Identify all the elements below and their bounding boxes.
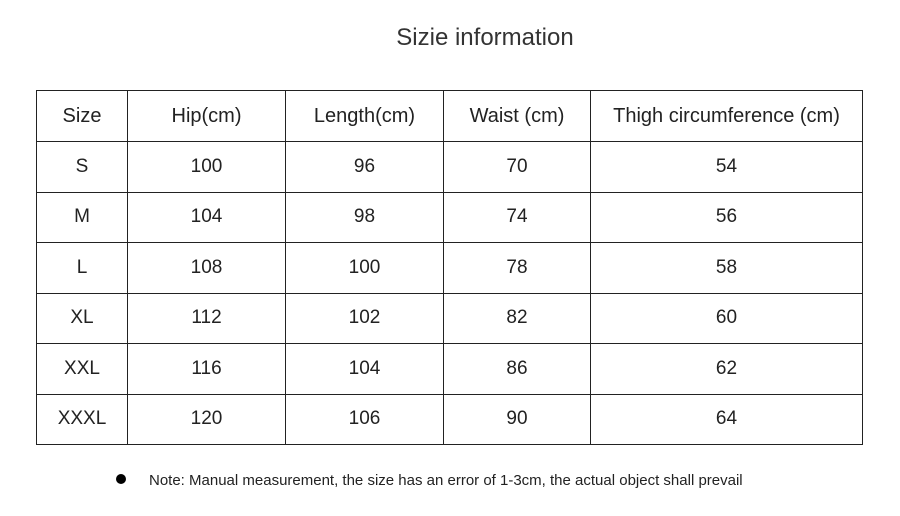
table-cell: 102 [285,292,444,344]
table-cell: S [36,141,128,193]
column-header: Length(cm) [285,90,444,142]
column-header: Waist (cm) [443,90,591,142]
table-cell: 82 [443,292,591,344]
bullet [116,474,126,484]
table-row: XXXL 120 106 90 64 [36,393,863,445]
table-cell: 120 [127,393,286,445]
table-cell: 104 [127,191,286,243]
table-row: S 100 96 70 54 [36,141,863,193]
table-cell: 90 [443,393,591,445]
title: Sizie information [396,24,574,51]
table-cell: 104 [285,343,444,395]
table-cell: 58 [590,242,863,294]
table-cell: 96 [285,141,444,193]
table-cell: 100 [127,141,286,193]
table-body: S 100 96 70 54 M 104 98 74 56 L 108 100 78 58 XL 112 102 8… [36,141,863,445]
table-cell: XXL [36,343,128,395]
table-cell: 56 [590,191,863,243]
table-row: XL 112 102 82 60 [36,292,863,344]
table-cell: 54 [590,141,863,193]
table-cell: 70 [443,141,591,193]
table-row: M 104 98 74 56 [36,191,863,243]
table-cell: 116 [127,343,286,395]
table-cell: 74 [443,191,591,243]
header-row: Size Hip(cm) Length(cm) Waist (cm) Thigh cir… [36,90,863,142]
table-cell: 112 [127,292,286,344]
table-cell: XXXL [36,393,128,445]
table-cell: 108 [127,242,286,294]
note: Note: Manual measurement, the size has a… [116,472,743,489]
table-row: L 108 100 78 58 [36,242,863,294]
table-cell: 64 [590,393,863,445]
size-table: Size Hip(cm) Length(cm) Waist (cm) Thigh cir… [36,90,863,445]
table-cell: 86 [443,343,591,395]
table-cell: M [36,191,128,243]
table-cell: 100 [285,242,444,294]
column-header: Size [36,90,128,142]
table-cell: 62 [590,343,863,395]
table-cell: 78 [443,242,591,294]
table-row: XXL 116 104 86 62 [36,343,863,395]
column-header: Thigh circumference (cm) [590,90,863,142]
table-cell: 98 [285,191,444,243]
table-cell: 106 [285,393,444,445]
note-text: Note: Manual measurement, the size has a… [149,472,743,489]
table-cell: 60 [590,292,863,344]
table-cell: XL [36,292,128,344]
column-header: Hip(cm) [127,90,286,142]
table-cell: L [36,242,128,294]
